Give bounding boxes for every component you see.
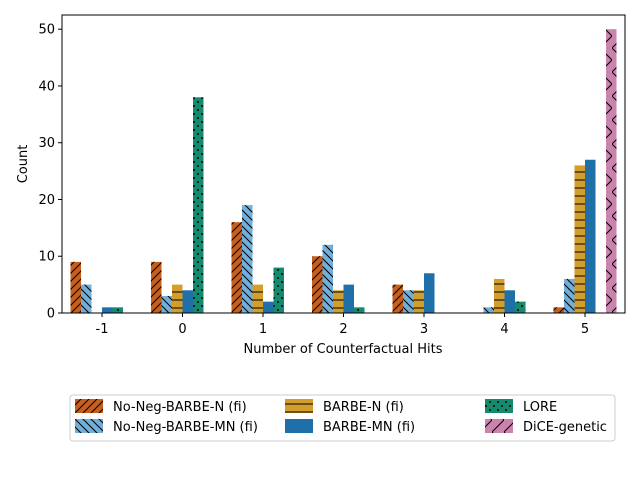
bar xyxy=(182,290,193,313)
legend-label: No-Neg-BARBE-N (fi) xyxy=(113,400,247,415)
bar xyxy=(403,290,414,313)
x-tick-label: 0 xyxy=(178,322,186,337)
bar xyxy=(193,97,204,313)
bar xyxy=(585,159,596,313)
bar xyxy=(483,307,494,313)
bar xyxy=(161,295,172,313)
x-axis-label: Number of Counterfactual Hits xyxy=(244,342,443,357)
legend-item: DiCE-genetic xyxy=(485,419,607,435)
bar xyxy=(70,261,81,313)
bar xyxy=(515,301,526,313)
bar xyxy=(333,290,344,313)
legend-item: No-Neg-BARBE-N (fi) xyxy=(75,399,247,415)
legend-label: No-Neg-BARBE-MN (fi) xyxy=(113,420,258,435)
bar xyxy=(252,284,263,313)
bar xyxy=(263,301,274,313)
legend-item: BARBE-N (fi) xyxy=(285,399,404,415)
y-tick-label: 20 xyxy=(38,193,55,208)
x-tick-label: 1 xyxy=(259,322,267,337)
legend-swatch xyxy=(285,419,313,433)
x-tick-label: 2 xyxy=(339,322,347,337)
bar xyxy=(112,307,123,313)
bar xyxy=(273,267,284,313)
bar xyxy=(504,290,515,313)
axes-layer: 0 10 20 30 40 50 -1 0 1 2 3 4 5 xyxy=(38,14,626,337)
bar xyxy=(231,222,242,313)
bar xyxy=(574,165,585,313)
bar xyxy=(494,278,505,313)
x-tick-label: -1 xyxy=(96,322,109,337)
bar xyxy=(242,205,253,313)
legend-label: DiCE-genetic xyxy=(523,420,607,435)
bar xyxy=(172,284,183,313)
plot-frame xyxy=(61,14,626,314)
y-axis-label: Count xyxy=(16,145,31,184)
y-tick-label: 50 xyxy=(38,23,55,38)
bar xyxy=(322,244,333,313)
y-tick-label: 10 xyxy=(38,250,55,265)
bar xyxy=(413,290,424,313)
y-tick-label: 40 xyxy=(38,79,55,94)
bar xyxy=(392,284,403,313)
x-tick-label: 3 xyxy=(420,322,428,337)
legend-item: BARBE-MN (fi) xyxy=(285,419,415,435)
bar xyxy=(553,307,564,313)
legend-item: LORE xyxy=(485,399,557,415)
legend-item: No-Neg-BARBE-MN (fi) xyxy=(75,419,258,435)
bar xyxy=(354,307,365,313)
bar xyxy=(102,307,113,313)
x-tick-label: 5 xyxy=(581,322,589,337)
bar xyxy=(606,29,617,313)
bar xyxy=(564,278,575,313)
legend-label: BARBE-N (fi) xyxy=(323,400,404,415)
legend: No-Neg-BARBE-N (fi) No-Neg-BARBE-MN (fi) B… xyxy=(69,394,616,442)
bar xyxy=(81,284,92,313)
bar xyxy=(312,256,323,313)
bar xyxy=(151,261,162,313)
legend-label: LORE xyxy=(523,400,557,415)
x-tick-label: 4 xyxy=(500,322,508,337)
legend-label: BARBE-MN (fi) xyxy=(323,420,415,435)
y-tick-label: 30 xyxy=(38,136,55,151)
bars-layer xyxy=(70,29,617,313)
bar xyxy=(343,284,354,313)
y-tick-label: 0 xyxy=(47,307,55,322)
bar xyxy=(424,273,435,313)
